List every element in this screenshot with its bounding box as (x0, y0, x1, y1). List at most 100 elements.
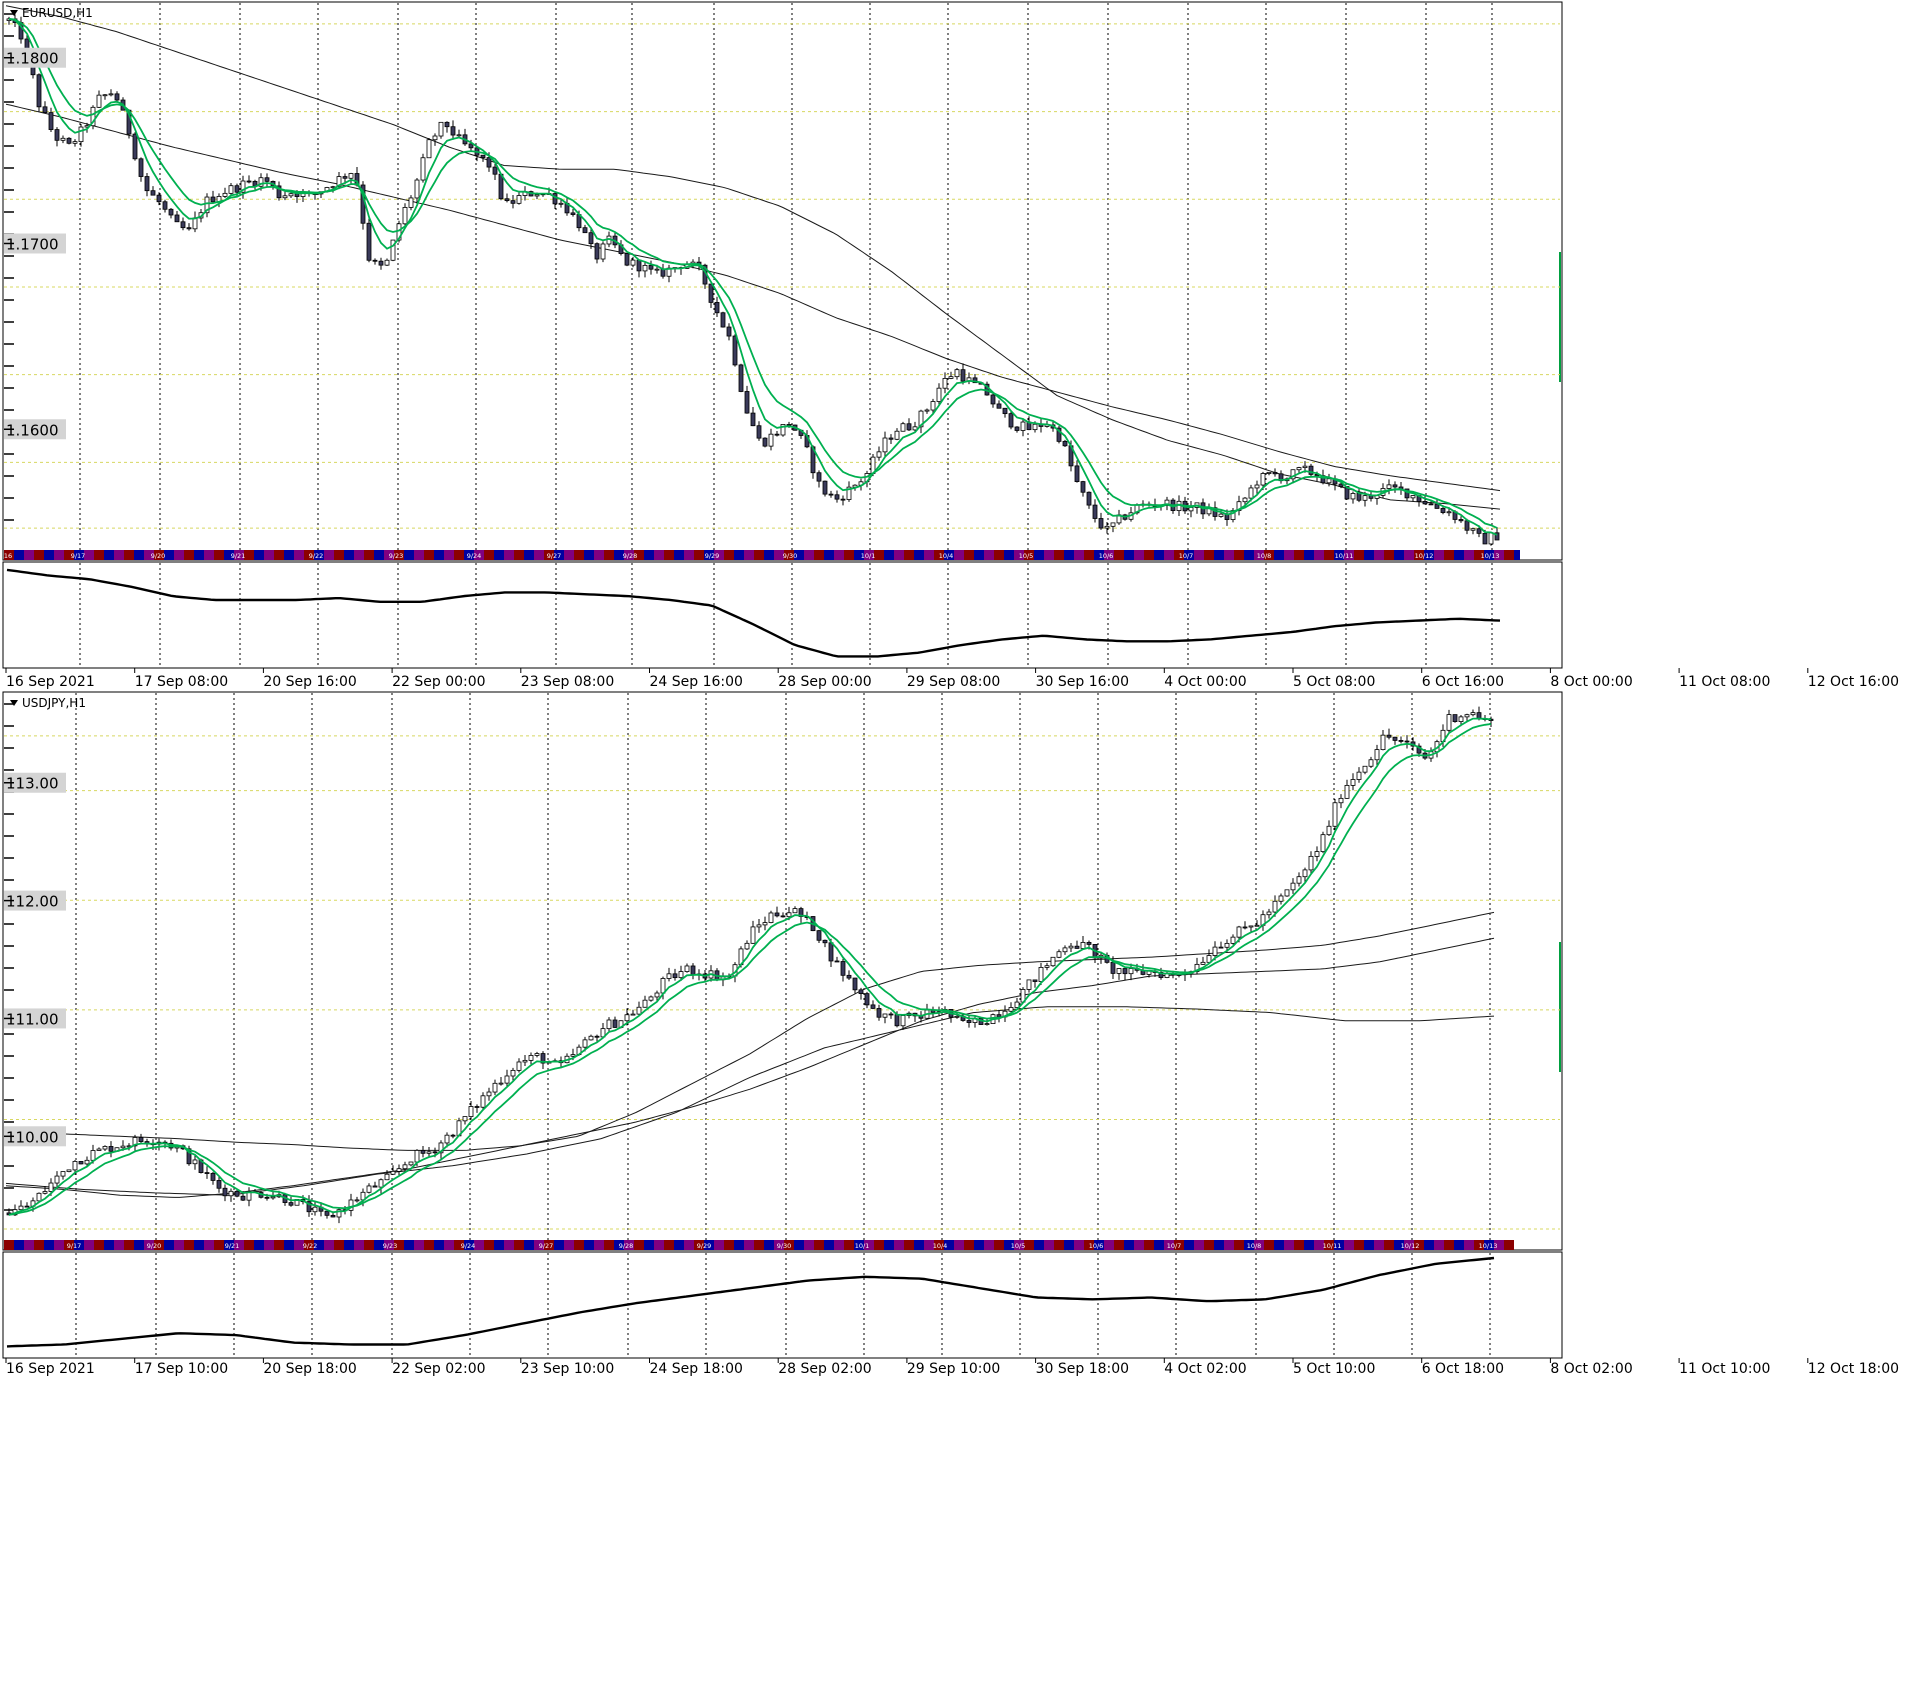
candle (648, 995, 654, 1002)
collapse-triangle-icon[interactable] (10, 700, 18, 706)
date-strip-segment (794, 1240, 804, 1250)
date-strip-segment (84, 1240, 94, 1250)
date-strip-segment (774, 1240, 784, 1250)
candle-body (240, 180, 246, 193)
candle-body (1278, 895, 1284, 902)
date-strip-segment (1034, 550, 1044, 560)
candle-body (1290, 882, 1296, 891)
collapse-triangle-icon[interactable] (10, 10, 18, 16)
candle (510, 1067, 516, 1082)
date-strip-segment (294, 550, 304, 560)
date-strip-segment (864, 550, 874, 560)
candle-body (666, 973, 672, 979)
candle-body (72, 1161, 78, 1171)
date-strip-segment (1054, 550, 1064, 560)
date-strip-segment (444, 1240, 454, 1250)
date-strip-segment (954, 1240, 964, 1250)
candle (498, 1077, 504, 1086)
candle (66, 137, 72, 145)
candle (960, 363, 966, 385)
candle (192, 1154, 198, 1170)
candle (570, 208, 576, 217)
candle (594, 1034, 600, 1043)
candle (990, 391, 996, 408)
candle (1014, 426, 1020, 433)
x-tick-label: 12 Oct 18:00 (1808, 1361, 1899, 1377)
candle (1110, 522, 1116, 533)
candle (1428, 501, 1434, 506)
candle (504, 1069, 510, 1087)
candle (420, 153, 426, 183)
candle (1038, 962, 1044, 986)
candle-body (1008, 1007, 1014, 1012)
candle-body (48, 112, 54, 130)
candle (1368, 756, 1374, 768)
candle (774, 906, 780, 918)
date-strip-segment (224, 1240, 234, 1250)
candle (864, 991, 870, 1009)
date-strip-segment (884, 1240, 894, 1250)
candle (60, 1171, 66, 1180)
date-strip-segment (34, 1240, 44, 1250)
date-strip-segment (1304, 550, 1314, 560)
date-strip-segment (934, 1240, 944, 1250)
candle (54, 1171, 60, 1189)
candle-body (288, 1202, 294, 1206)
date-strip-segment (884, 550, 894, 560)
candle-body (90, 106, 96, 127)
date-strip-segment (964, 550, 974, 560)
date-strip-segment (524, 550, 534, 560)
candle-body (828, 942, 834, 962)
candle (918, 409, 924, 434)
candle (408, 1161, 414, 1167)
candle-body (240, 1195, 246, 1201)
x-tick-label: 30 Sep 16:00 (1036, 674, 1129, 690)
date-strip-label: 9/29 (697, 1242, 712, 1250)
y-tick-label: 1.1600 (6, 421, 59, 439)
candle (1392, 481, 1398, 493)
candle-body (816, 930, 822, 941)
date-strip-segment (424, 550, 434, 560)
date-strip-segment (164, 550, 174, 560)
date-strip-segment (1474, 550, 1484, 560)
date-strip-segment (694, 1240, 704, 1250)
date-strip-segment (1454, 550, 1464, 560)
price-label-box (4, 890, 66, 911)
date-strip-segment (754, 1240, 764, 1250)
candle-body (756, 924, 762, 928)
date-strip-segment (1054, 1240, 1064, 1250)
candle-body (450, 1134, 456, 1137)
candle-body (420, 157, 426, 181)
candle (678, 965, 684, 981)
date-strip-segment (1034, 1240, 1044, 1250)
date-strip-segment (404, 1240, 414, 1250)
date-strip-segment (834, 550, 844, 560)
date-strip-segment (1284, 1240, 1294, 1250)
ma-long-line (5, 1006, 1495, 1196)
candle-body (1254, 924, 1260, 927)
date-strip-segment (1094, 550, 1104, 560)
candle (390, 1165, 396, 1175)
candle-body (246, 180, 252, 183)
candle-body (900, 1015, 906, 1027)
candle-body (1404, 740, 1410, 743)
date-strip-segment (1254, 1240, 1264, 1250)
date-strip-label: 10/6 (1099, 552, 1114, 560)
date-strip-segment (584, 1240, 594, 1250)
x-tick-label: 28 Sep 02:00 (778, 1361, 871, 1377)
candle (876, 1004, 882, 1021)
candle (762, 437, 768, 448)
candle-body (222, 192, 228, 197)
date-strip-segment (634, 550, 644, 560)
date-strip-segment (194, 550, 204, 560)
date-strip-segment (1004, 550, 1014, 560)
candle (540, 1051, 546, 1070)
candle (756, 918, 762, 933)
candle (72, 139, 78, 147)
date-strip-segment (1154, 1240, 1164, 1250)
candle (834, 956, 840, 963)
candle (1218, 941, 1224, 949)
candle-body (444, 1134, 450, 1144)
date-strip-segment (314, 1240, 324, 1250)
